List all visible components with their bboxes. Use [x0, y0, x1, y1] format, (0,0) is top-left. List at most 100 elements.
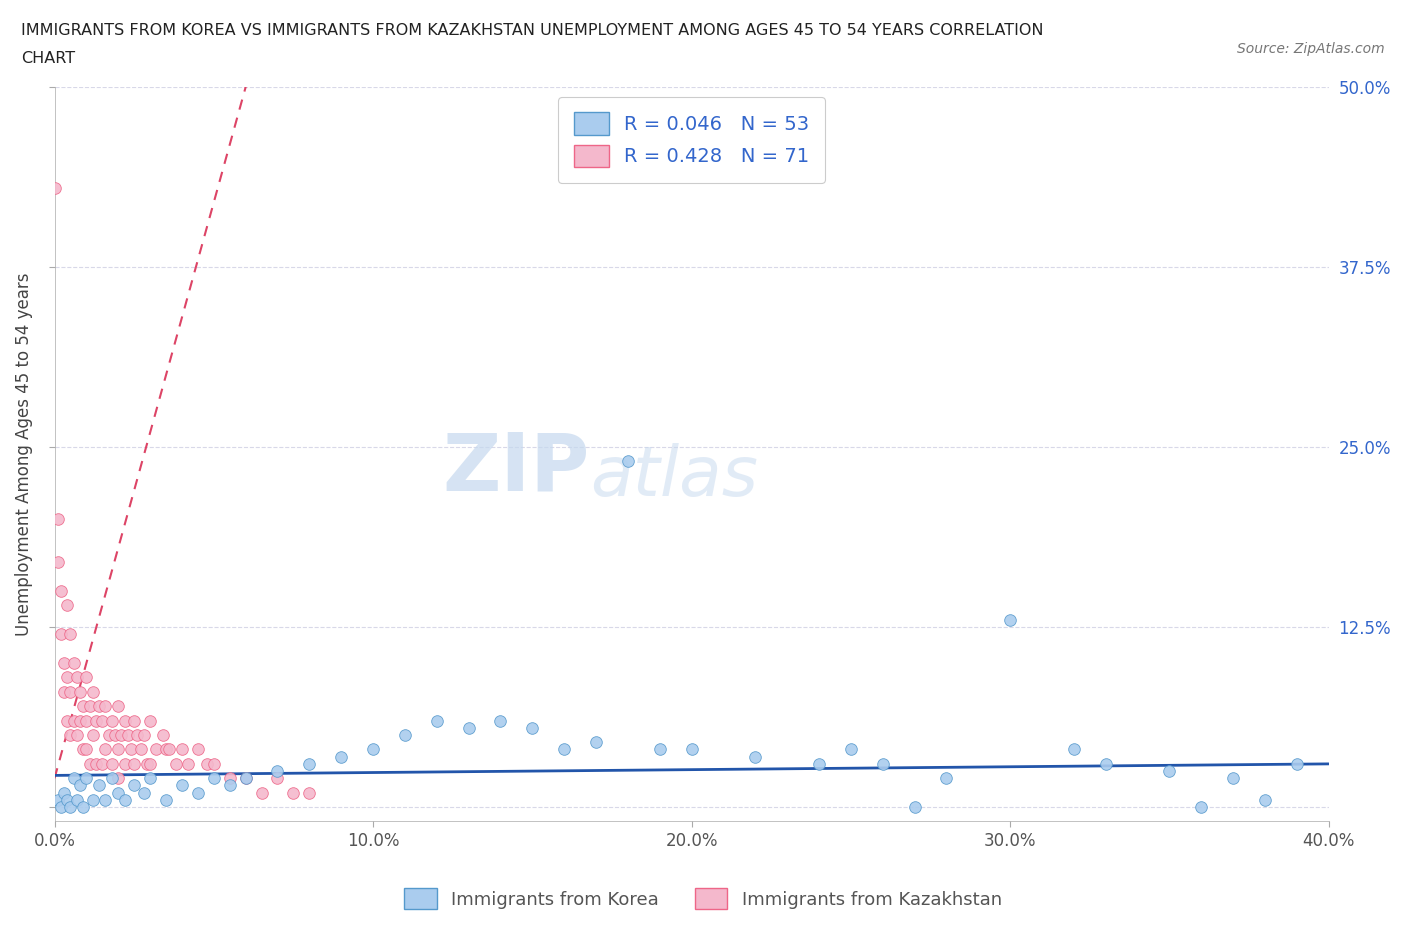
Point [872, 756, 894, 771]
Point [129, 742, 152, 757]
Point [53, 656, 76, 671]
Point [132, 727, 155, 742]
Point [66, 792, 89, 807]
Y-axis label: Unemployment Among Ages 45 to 54 years: Unemployment Among Ages 45 to 54 years [15, 272, 32, 636]
Point [283, 785, 305, 800]
Point [75, 670, 97, 684]
Point [1285, 756, 1308, 771]
Point [114, 756, 136, 771]
Point [235, 771, 257, 786]
Point [49, 584, 72, 599]
Point [170, 778, 193, 793]
Point [91, 756, 114, 771]
Point [187, 785, 209, 800]
Point [66, 670, 89, 684]
Point [59, 727, 82, 742]
Point [69, 778, 91, 793]
Point [87, 778, 110, 793]
Point [266, 771, 288, 786]
Point [1094, 756, 1116, 771]
Point [1063, 742, 1085, 757]
Point [122, 778, 145, 793]
Point [107, 771, 129, 786]
Point [62, 656, 84, 671]
Point [53, 785, 76, 800]
Point [839, 742, 862, 757]
Point [75, 742, 97, 757]
Point [197, 756, 219, 771]
Point [87, 698, 110, 713]
Point [202, 756, 225, 771]
Point [165, 756, 187, 771]
Point [145, 742, 167, 757]
Point [69, 684, 91, 699]
Point [110, 727, 132, 742]
Text: IMMIGRANTS FROM KOREA VS IMMIGRANTS FROM KAZAKHSTAN UNEMPLOYMENT AMONG AGES 45 T: IMMIGRANTS FROM KOREA VS IMMIGRANTS FROM… [21, 23, 1043, 38]
Point [361, 742, 384, 757]
Point [72, 742, 94, 757]
Point [135, 756, 157, 771]
Point [66, 727, 89, 742]
Point [72, 698, 94, 713]
Point [56, 713, 79, 728]
Point [62, 713, 84, 728]
Point [59, 627, 82, 642]
Point [553, 742, 575, 757]
Point [120, 742, 142, 757]
Point [187, 742, 209, 757]
Point [107, 742, 129, 757]
Point [170, 742, 193, 757]
Point [157, 742, 180, 757]
Point [75, 713, 97, 728]
Point [114, 792, 136, 807]
Point [522, 721, 544, 736]
Point [84, 713, 107, 728]
Point [82, 727, 104, 742]
Point [62, 771, 84, 786]
Point [69, 713, 91, 728]
Point [91, 713, 114, 728]
Point [72, 800, 94, 815]
Point [155, 742, 177, 757]
Point [101, 756, 124, 771]
Point [49, 800, 72, 815]
Text: Source: ZipAtlas.com: Source: ZipAtlas.com [1237, 42, 1385, 56]
Text: atlas: atlas [589, 443, 758, 510]
Point [107, 698, 129, 713]
Point [903, 800, 925, 815]
Point [394, 727, 416, 742]
Point [84, 756, 107, 771]
Point [1222, 771, 1244, 786]
Point [56, 792, 79, 807]
Point [114, 713, 136, 728]
Point [681, 742, 703, 757]
Point [94, 792, 117, 807]
Point [426, 713, 449, 728]
Point [46, 555, 69, 570]
Point [94, 742, 117, 757]
Point [79, 756, 101, 771]
Point [46, 512, 69, 526]
Point [1159, 764, 1181, 778]
Point [250, 785, 273, 800]
Point [132, 785, 155, 800]
Point [155, 792, 177, 807]
Legend: Immigrants from Korea, Immigrants from Kazakhstan: Immigrants from Korea, Immigrants from K… [396, 881, 1010, 916]
Point [139, 713, 162, 728]
Text: CHART: CHART [21, 51, 75, 66]
Point [298, 756, 321, 771]
Point [1254, 792, 1277, 807]
Point [935, 771, 957, 786]
Point [107, 785, 129, 800]
Point [202, 771, 225, 786]
Point [330, 750, 353, 764]
Text: ZIP: ZIP [443, 430, 589, 508]
Point [94, 698, 117, 713]
Point [49, 627, 72, 642]
Point [97, 727, 120, 742]
Point [177, 756, 200, 771]
Point [127, 727, 149, 742]
Point [1189, 800, 1212, 815]
Point [744, 750, 766, 764]
Point [75, 771, 97, 786]
